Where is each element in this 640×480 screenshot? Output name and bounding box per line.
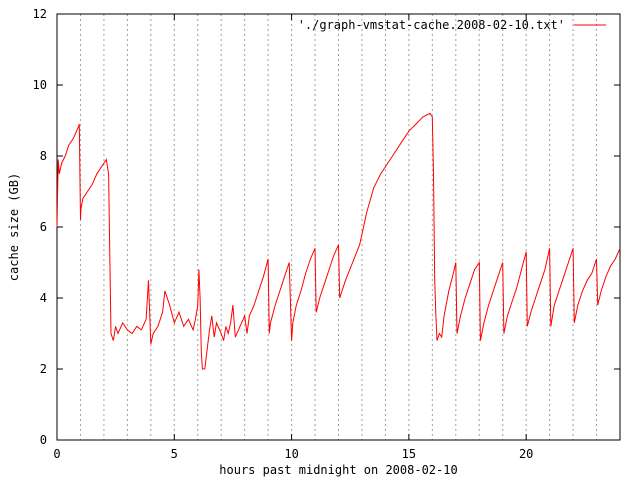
- y-tick-label: 12: [33, 7, 47, 21]
- plot-frame: [56, 13, 621, 441]
- axis-ticks: [56, 13, 620, 441]
- x-tick-label: 0: [53, 447, 60, 461]
- x-axis-label: hours past midnight on 2008-02-10: [219, 463, 457, 477]
- y-tick-label: 8: [40, 149, 47, 163]
- y-tick-label: 10: [33, 78, 47, 92]
- y-tick-label: 4: [40, 291, 47, 305]
- y-tick-label: 2: [40, 362, 47, 376]
- y-tick-label: 6: [40, 220, 47, 234]
- x-tick-label: 10: [284, 447, 298, 461]
- x-tick-label: 15: [402, 447, 416, 461]
- x-tick-label: 20: [519, 447, 533, 461]
- series-line: [56, 112, 621, 370]
- x-tick-label: 5: [171, 447, 178, 461]
- legend: './graph-vmstat-cache.2008-02-10.txt': [298, 18, 606, 32]
- vertical-grid: [79, 14, 598, 440]
- tick-labels: 0 5 10 15 20 0 2 4 6 8 10 12: [33, 7, 534, 461]
- legend-entry-label: './graph-vmstat-cache.2008-02-10.txt': [298, 18, 565, 32]
- y-axis-label: cache size (GB): [7, 173, 21, 281]
- y-tick-label: 0: [40, 433, 47, 447]
